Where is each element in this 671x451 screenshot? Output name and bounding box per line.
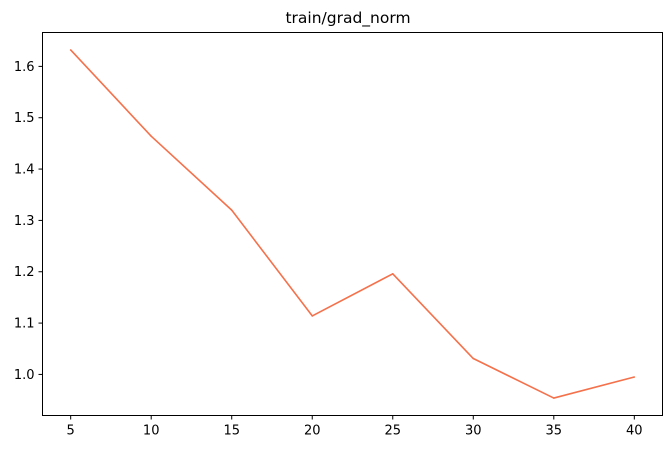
series-layer <box>69 49 636 399</box>
y-tick-label: 1.6 <box>14 60 35 75</box>
y-tick-label: 1.3 <box>14 214 35 229</box>
y-axis: 1.0 1.1 1.2 1.3 1.4 1.5 1.6 <box>14 60 43 383</box>
y-tick-label: 1.4 <box>14 163 35 178</box>
x-tick-label: 25 <box>384 424 401 439</box>
x-tick-label: 30 <box>465 424 482 439</box>
data-point <box>391 273 394 275</box>
x-tick-label: 20 <box>304 424 321 439</box>
x-tick-label: 10 <box>143 424 160 439</box>
data-point <box>230 209 233 211</box>
x-tick-label: 5 <box>67 424 75 439</box>
y-tick-label: 1.1 <box>14 317 35 332</box>
chart-title: train/grad_norm <box>285 9 410 28</box>
series-line <box>70 49 635 399</box>
y-tick-label: 1.2 <box>14 265 35 280</box>
data-point <box>633 376 636 378</box>
data-point <box>552 397 555 399</box>
y-tick-label: 1.0 <box>14 368 35 383</box>
x-tick-label: 40 <box>626 424 643 439</box>
x-axis: 5 10 15 20 25 30 35 40 <box>67 415 643 439</box>
data-point <box>472 357 475 360</box>
x-tick-label: 15 <box>223 424 240 439</box>
data-point <box>69 49 72 51</box>
data-point <box>150 135 153 138</box>
x-tick-label: 35 <box>546 424 563 439</box>
y-tick-label: 1.5 <box>14 111 35 126</box>
plot-frame <box>42 32 663 416</box>
data-point <box>311 315 314 317</box>
